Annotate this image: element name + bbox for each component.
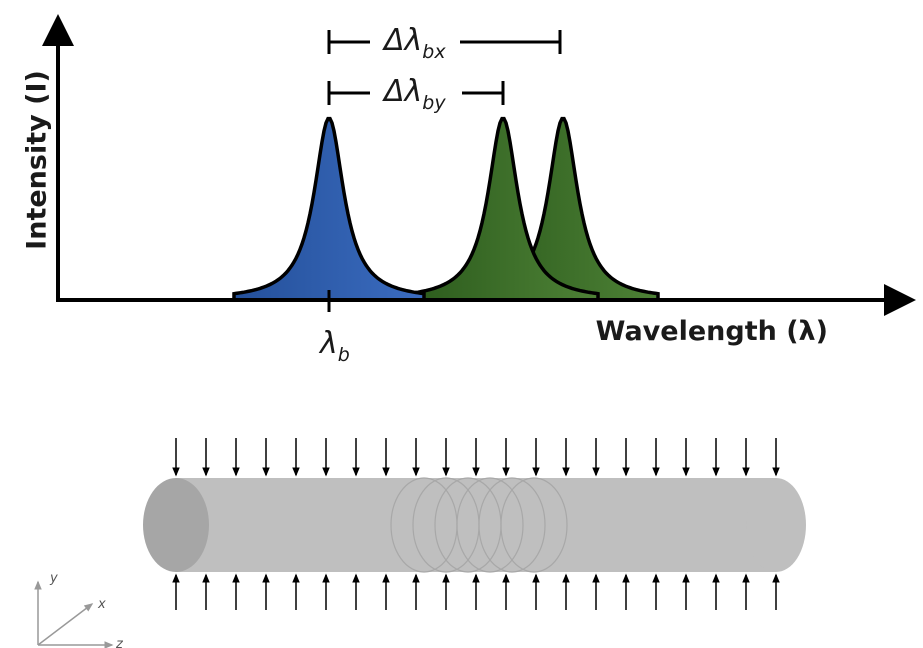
peak [406,116,600,302]
axis-triad [34,580,114,648]
axis-x: x [97,597,106,612]
fiber [143,477,806,573]
grating-plane [500,477,568,573]
axis-y: y [49,571,58,586]
shift-y-bracket [327,81,505,105]
grating-plane [456,477,524,573]
peaks [232,116,660,302]
x-axis-label: Wavelength (λ) [596,316,828,347]
grating-plane [478,477,546,573]
load-arrows [172,438,780,610]
shift-y-label: Δλby [382,74,446,114]
axis-z: z [115,637,124,648]
shift-x-bracket [327,30,562,54]
peak [232,116,426,302]
center-label: λb [318,326,350,366]
shift-x-label: Δλbx [382,23,446,63]
y-axis-label: Intensity (I) [22,70,53,250]
